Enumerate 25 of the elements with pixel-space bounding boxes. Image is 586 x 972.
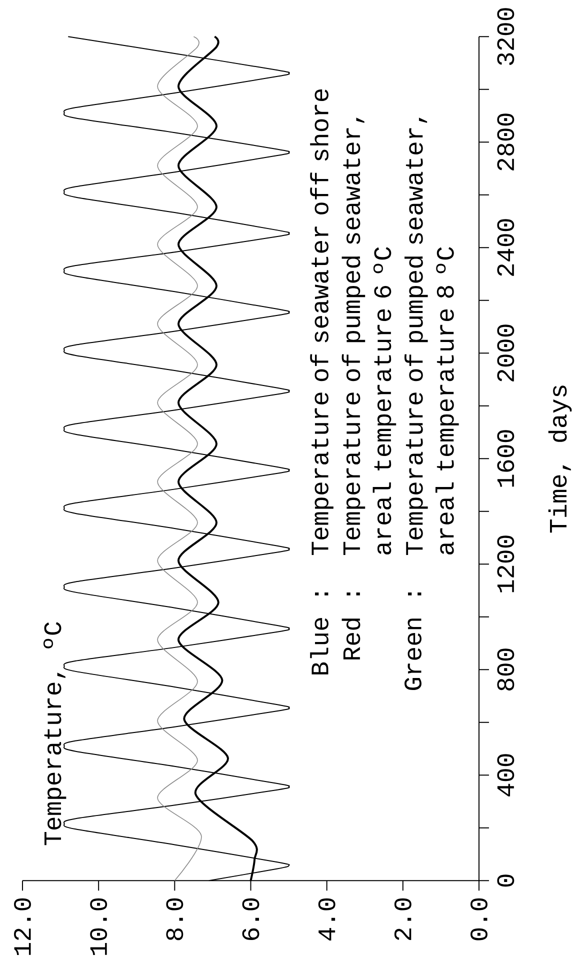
annotation: Red : [342,592,360,660]
annotation: Temperature, ºC [43,622,66,846]
y-tick-label: 3200 [497,8,514,66]
y-tick-label: 1200 [497,536,514,592]
line-series [157,36,202,881]
x-tick-label: 10.0 [90,898,108,955]
x-tick-label: 8.0 [166,898,184,940]
annotation: Blue : [310,592,328,674]
y-tick-label: 2800 [497,114,514,170]
annotation: Temperature of seawater off shore [310,89,334,556]
x-tick-label: 0.0 [470,898,488,940]
y-tick-label: 400 [497,754,514,796]
x-tick-label: 4.0 [318,898,336,941]
annotation: Temperature of pumped seawater, areal temperature 6 ºC [342,118,396,556]
annotation: Green : [404,592,422,690]
annotation: Temperature of pumped seawater, areal temperature 8 ºC [404,118,459,556]
y-tick-label: 2400 [497,219,514,276]
y-tick-label: 2000 [497,324,514,382]
y-axis-title: Time, days [548,386,572,533]
y-tick-label: 800 [497,648,514,690]
x-tick-label: 6.0 [242,898,260,940]
x-tick-label: 2.0 [394,898,412,940]
y-tick-label: 0 [497,874,514,887]
x-tick-label: 12.0 [14,898,31,955]
y-tick-label: 1600 [497,430,514,487]
